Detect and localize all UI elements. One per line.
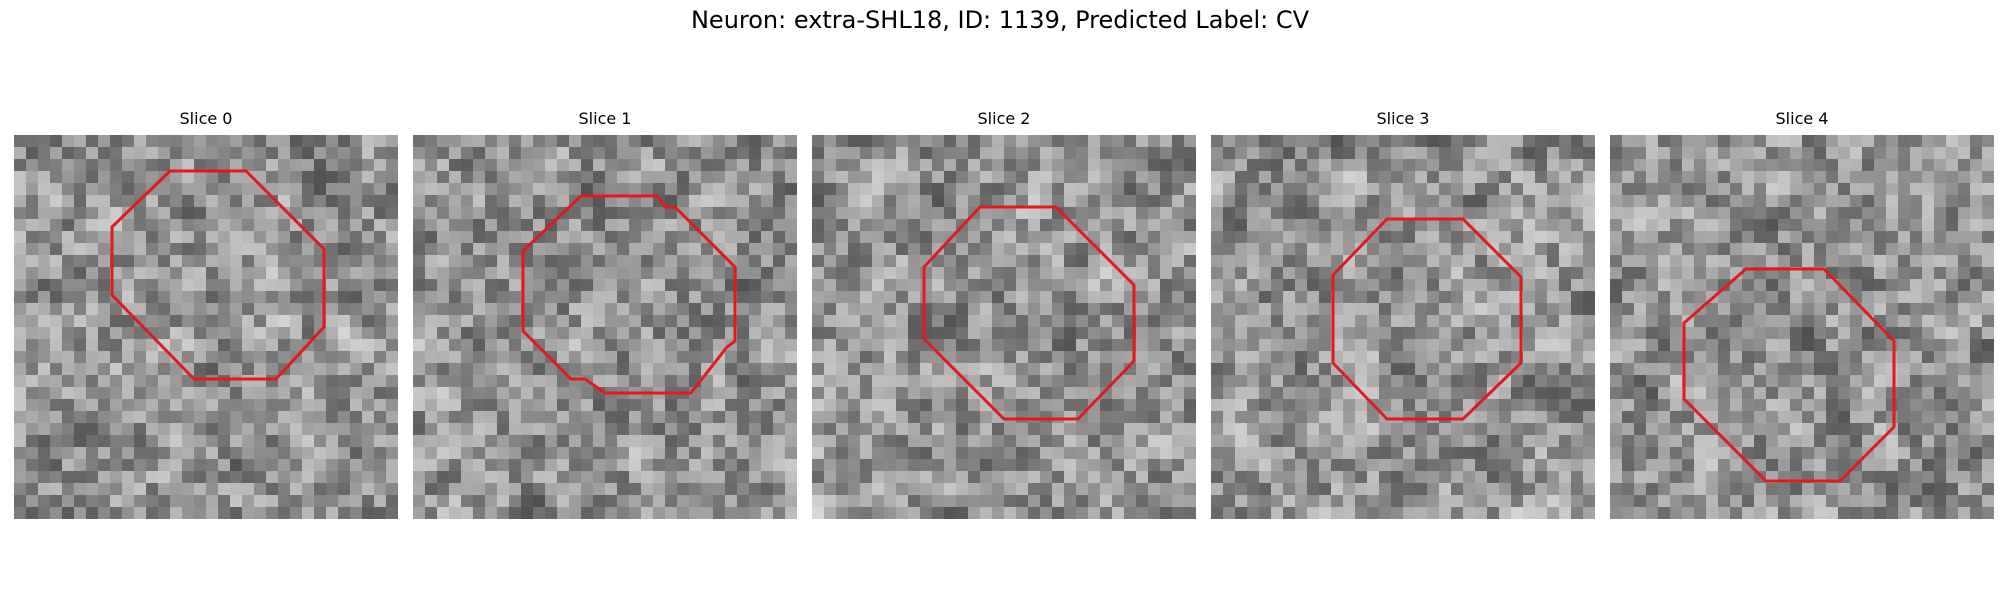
grayscale-patch: [1211, 135, 1595, 519]
grayscale-patch: [413, 135, 797, 519]
slice-image: [1211, 135, 1595, 519]
slice-title: Slice 2: [977, 109, 1031, 128]
grayscale-patch: [812, 135, 1196, 519]
grayscale-patch: [14, 135, 398, 519]
slice-title: Slice 3: [1376, 109, 1430, 128]
slice-title: Slice 1: [578, 109, 632, 128]
slice-panel-0: Slice 0: [14, 106, 398, 519]
slice-image: [1610, 135, 1994, 519]
roi-outline: [110, 169, 326, 381]
roi-outline: [1682, 267, 1896, 483]
slice-image: [812, 135, 1196, 519]
slice-image: [413, 135, 797, 519]
slice-title: Slice 4: [1775, 109, 1829, 128]
slice-panel-4: Slice 4: [1610, 106, 1994, 519]
slice-panel-1: Slice 1: [413, 106, 797, 519]
slice-panel-3: Slice 3: [1211, 106, 1595, 519]
slice-panel-2: Slice 2: [812, 106, 1196, 519]
slice-image: [14, 135, 398, 519]
roi-outline: [922, 205, 1136, 421]
grayscale-patch: [1610, 135, 1994, 519]
slice-title: Slice 0: [179, 109, 233, 128]
roi-outline: [1331, 217, 1523, 421]
figure-title: Neuron: extra-SHL18, ID: 1139, Predicted…: [690, 6, 1310, 34]
roi-outline: [521, 194, 737, 395]
